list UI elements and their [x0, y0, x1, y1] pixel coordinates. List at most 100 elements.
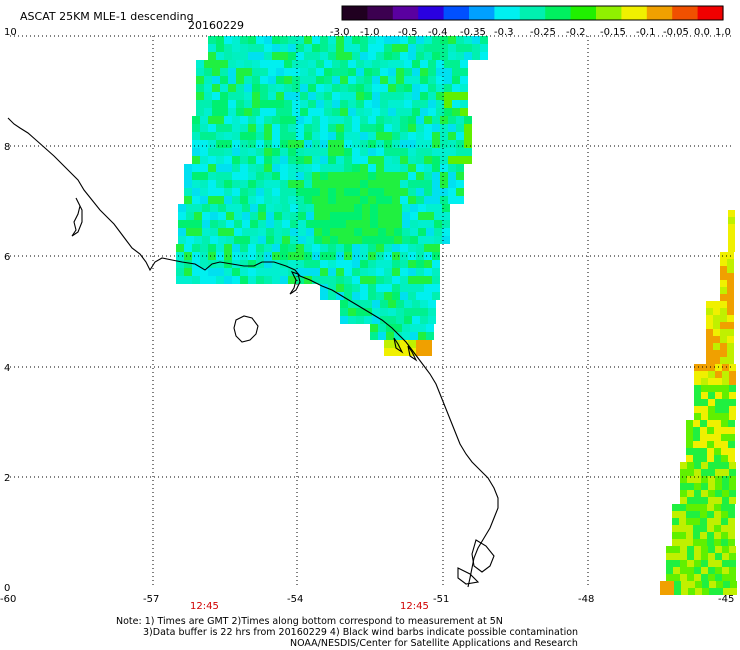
swath-cell: [681, 588, 688, 595]
colorbar-tick-label: -0.05: [663, 27, 689, 38]
swath-cell: [679, 511, 686, 518]
swath-cell: [184, 180, 192, 188]
swath-cell: [392, 124, 400, 132]
colorbar-segment: [573, 6, 578, 20]
swath-cell: [256, 172, 264, 180]
swath-cell: [687, 483, 694, 490]
swath-cell: [368, 276, 376, 284]
swath-cell: [232, 188, 240, 196]
swath-cell: [448, 132, 456, 140]
swath-cell: [316, 84, 324, 92]
swath-cell: [713, 315, 720, 322]
swath-cell: [360, 44, 368, 52]
swath-cell: [693, 525, 700, 532]
colorbar-segment: [383, 6, 388, 20]
swath-cell: [694, 497, 701, 504]
swath-cell: [320, 276, 328, 284]
swath-cell: [224, 276, 232, 284]
swath-cell: [224, 132, 232, 140]
swath-cell: [416, 36, 424, 44]
swath-cell: [320, 244, 328, 252]
swath-cell: [352, 140, 360, 148]
swath-cell: [212, 60, 220, 68]
swath-cell: [420, 316, 428, 324]
swath-cell: [721, 532, 728, 539]
swath-cell: [424, 268, 432, 276]
swath-cell: [242, 204, 250, 212]
swath-cell: [224, 140, 232, 148]
swath-cell: [232, 276, 240, 284]
swath-cell: [428, 300, 436, 308]
swath-cell: [296, 140, 304, 148]
swath-cell: [352, 172, 360, 180]
swath-cell: [687, 469, 694, 476]
swath-cell: [480, 36, 488, 44]
swath-cell: [410, 204, 418, 212]
swath-cell: [328, 276, 336, 284]
swath-cell: [456, 116, 464, 124]
swath-cell: [707, 420, 714, 427]
swath-cell: [268, 92, 276, 100]
swath-cell: [348, 108, 356, 116]
swath-cell: [410, 332, 418, 340]
swath-cell: [274, 204, 282, 212]
swath-cell: [226, 236, 234, 244]
swath-cell: [384, 260, 392, 268]
swath-cell: [248, 44, 256, 52]
colorbar-segment: [634, 6, 638, 20]
colorbar-segment: [557, 6, 562, 20]
colorbar-segment: [491, 6, 495, 20]
swath-cell: [290, 220, 298, 228]
swath-cell: [328, 132, 336, 140]
swath-cell: [721, 539, 728, 546]
swath-cell: [312, 196, 320, 204]
swath-cell: [178, 212, 186, 220]
swath-cell: [200, 244, 208, 252]
swath-cell: [228, 68, 236, 76]
swath-cell: [722, 553, 729, 560]
swath-cell: [727, 322, 734, 329]
swath-cell: [715, 413, 722, 420]
swath-cell: [280, 116, 288, 124]
swath-cell: [378, 236, 386, 244]
colorbar-segment: [542, 6, 546, 20]
swath-cell: [200, 148, 208, 156]
swath-cell: [440, 124, 448, 132]
swath-cell: [408, 132, 416, 140]
swath-cell: [360, 156, 368, 164]
swath-cell: [336, 44, 344, 52]
swath-cell: [436, 92, 444, 100]
swath-cell: [320, 52, 328, 60]
swath-cell: [344, 164, 352, 172]
swath-cell: [216, 252, 224, 260]
swath-cell: [728, 238, 735, 245]
swath-cell: [384, 292, 392, 300]
swath-cell: [384, 132, 392, 140]
colorbar-segment: [446, 6, 451, 20]
swath-cell: [304, 156, 312, 164]
swath-cell: [288, 140, 296, 148]
colorbar-tick-labels: -3.0 -1.0 -0.5 -0.4 -0.35 -0.3 -0.25 -0.2 -0.15-…: [330, 27, 731, 38]
colorbar-segment: [583, 6, 588, 20]
swath-cell: [228, 100, 236, 108]
swath-cell: [687, 497, 694, 504]
swath-cell: [456, 148, 464, 156]
swath-cell: [210, 220, 218, 228]
swath-cell: [694, 413, 701, 420]
swath-cell: [693, 518, 700, 525]
swath-cell: [364, 100, 372, 108]
swath-cell: [687, 490, 694, 497]
swath-cell: [388, 108, 396, 116]
swath-cell: [448, 36, 456, 44]
swath-cell: [344, 292, 352, 300]
swath-cell: [424, 124, 432, 132]
swath-cell: [713, 350, 720, 357]
swath-cell: [416, 140, 424, 148]
swath-cell: [694, 462, 701, 469]
swath-cell: [368, 268, 376, 276]
swath-cell: [728, 245, 735, 252]
swath-cell: [240, 276, 248, 284]
swath-cell: [436, 60, 444, 68]
swath-cell: [384, 348, 392, 356]
swath-cell: [376, 188, 384, 196]
